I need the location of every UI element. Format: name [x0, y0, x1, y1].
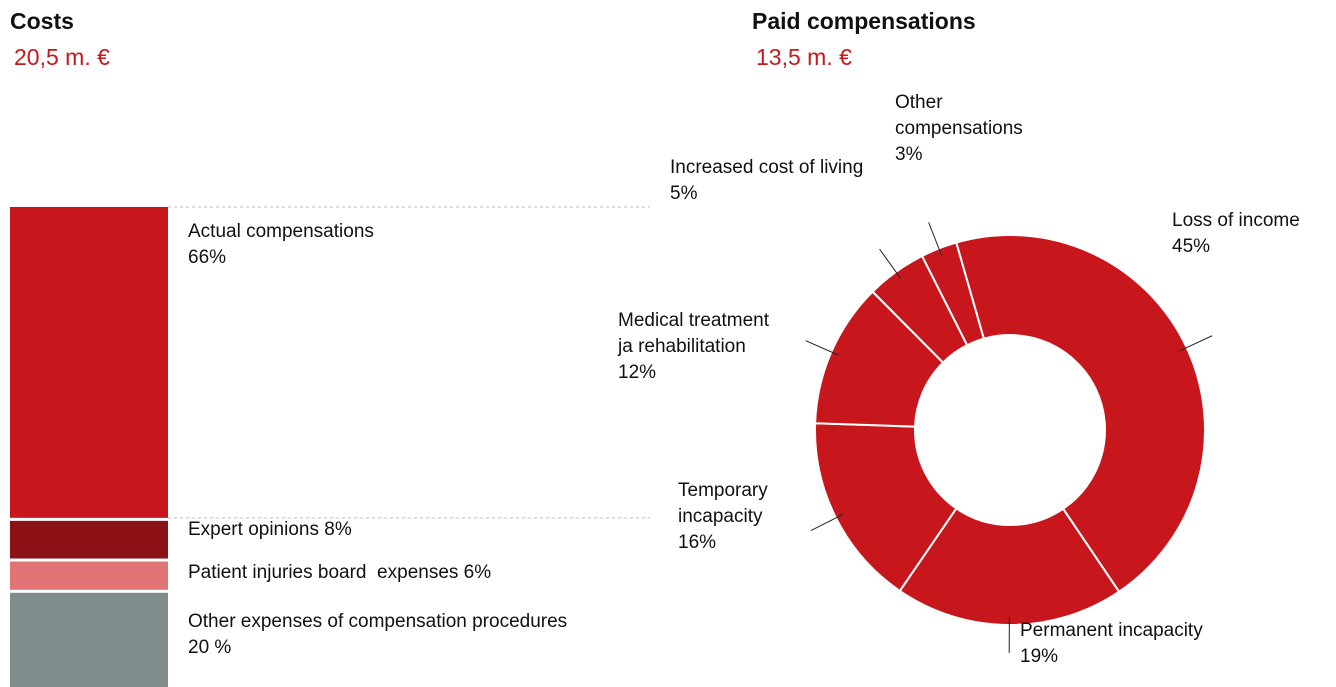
data-label: Patient injuries board expenses 6% — [188, 560, 608, 586]
label-value: 3% — [895, 144, 923, 165]
leader-line — [1179, 335, 1213, 352]
data-label: Other expenses of compensation procedure… — [188, 609, 588, 661]
data-label: Increased cost of living 5% — [670, 155, 885, 207]
label-name: Patient injuries board expenses — [188, 561, 459, 583]
bar-segment — [10, 207, 168, 518]
data-label: Medical treatment ja rehabilitation 12% — [618, 308, 778, 386]
data-label: Other compensations 3% — [895, 90, 1075, 168]
label-name: Other expenses of compensation procedure… — [188, 610, 568, 632]
leader-line — [928, 222, 943, 257]
label-value: 16% — [678, 532, 717, 553]
data-label: Expert opinions 8% — [188, 517, 608, 543]
donut-slice — [955, 234, 1206, 594]
label-name: Medical treatment ja rehabilitation — [618, 310, 775, 357]
label-name: Other compensations — [895, 92, 1023, 139]
label-name: Actual compensations — [188, 221, 374, 242]
data-label: Loss of income 45% — [1172, 208, 1336, 260]
bar-segment — [10, 561, 168, 590]
data-label: Permanent incapacity 19% — [1020, 618, 1280, 670]
donut-slice — [920, 241, 986, 347]
label-value: 45% — [1172, 236, 1211, 257]
label-name: Increased cost of living — [670, 157, 864, 178]
data-label: Temporary incapacity 16% — [678, 478, 808, 556]
label-value: 20 % — [188, 636, 232, 658]
chart-title: Costs — [10, 8, 74, 34]
label-value: 6% — [463, 561, 492, 583]
label-name: Loss of income — [1172, 210, 1300, 231]
chart-subtitle: 20,5 m. € — [14, 44, 110, 70]
data-label: Actual compensations 66% — [188, 219, 388, 271]
label-value: 19% — [1020, 646, 1059, 667]
label-name: Permanent incapacity — [1020, 620, 1203, 641]
leader-line — [805, 340, 839, 356]
label-name: Expert opinions — [188, 518, 319, 540]
donut-slice — [814, 422, 958, 593]
label-value: 5% — [670, 183, 698, 204]
donut-slice — [898, 506, 1121, 626]
label-name: Temporary incapacity — [678, 480, 774, 527]
bar-segment — [10, 520, 168, 559]
chart-title: Paid compensations — [752, 8, 976, 34]
label-value: 8% — [324, 518, 352, 540]
chart-subtitle: 13,5 m. € — [756, 44, 852, 70]
leader-line — [879, 248, 902, 279]
bar-segment — [10, 592, 168, 687]
leader-line — [810, 513, 844, 531]
label-value: 66% — [188, 247, 227, 268]
label-value: 12% — [618, 362, 657, 383]
